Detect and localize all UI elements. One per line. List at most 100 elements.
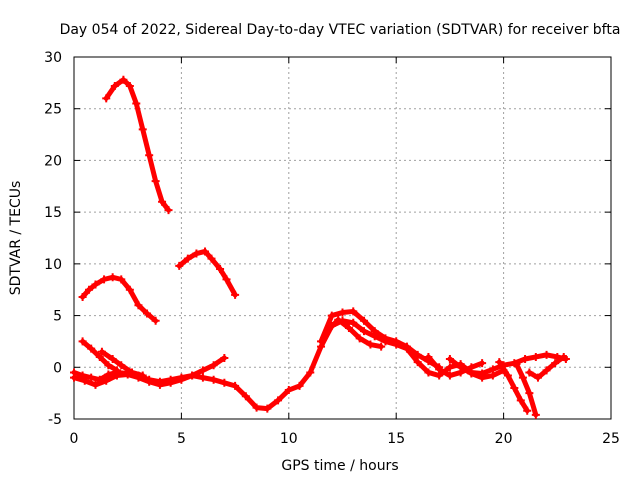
data-point — [201, 247, 210, 256]
data-point — [231, 381, 240, 390]
y-axis-label: SDTVAR / TECUs — [8, 181, 24, 296]
x-tick-label: 10 — [280, 431, 298, 447]
data-point — [145, 377, 154, 386]
y-tick-label: 5 — [53, 309, 62, 325]
y-tick-label: 15 — [44, 205, 62, 221]
data-point — [166, 378, 175, 387]
x-tick-label: 0 — [70, 431, 79, 447]
data-point — [110, 81, 119, 90]
series-line — [80, 274, 159, 324]
x-tick-label: 25 — [602, 431, 620, 447]
data-point — [220, 353, 229, 362]
data-point — [478, 359, 487, 368]
data-point — [132, 99, 141, 108]
data-point — [175, 261, 184, 270]
data-point — [435, 365, 444, 374]
data-point — [355, 334, 364, 343]
data-point — [402, 342, 411, 351]
data-point — [424, 352, 433, 361]
data-point — [445, 355, 454, 364]
data-point — [209, 361, 218, 370]
data-point — [512, 360, 521, 369]
data-point — [151, 177, 160, 186]
data-point — [78, 292, 87, 301]
data-point — [424, 368, 433, 377]
data-point — [134, 301, 143, 310]
data-point — [222, 275, 231, 284]
data-point — [344, 323, 353, 332]
series-track-11 — [445, 355, 508, 382]
y-tick-label: 0 — [53, 360, 62, 376]
x-tick-label: 20 — [495, 431, 513, 447]
series-track-3 — [175, 247, 240, 299]
data-point — [377, 342, 386, 351]
data-point — [91, 280, 100, 289]
y-tick-label: 20 — [44, 153, 62, 169]
data-point — [104, 361, 113, 370]
x-axis-label: GPS time / hours — [281, 458, 398, 474]
x-tick-label: 5 — [177, 431, 186, 447]
data-point — [95, 352, 104, 361]
chart-title: Day 054 of 2022, Sidereal Day-to-day VTE… — [60, 22, 621, 38]
data-point — [192, 249, 201, 258]
data-point — [125, 81, 134, 90]
x-tick-labels: 0 5 10 15 20 25 — [70, 431, 620, 447]
data-point — [284, 386, 293, 395]
data-point — [177, 375, 186, 384]
series-track-5 — [70, 353, 229, 389]
data-point — [85, 285, 94, 294]
data-point — [295, 381, 304, 390]
data-point — [112, 366, 121, 375]
series-track-12 — [495, 358, 532, 415]
data-point — [78, 337, 87, 346]
data-point — [510, 383, 519, 392]
data-point — [445, 363, 454, 372]
data-point — [220, 378, 229, 387]
data-point — [366, 340, 375, 349]
y-tick-label: 25 — [44, 102, 62, 118]
data-point — [334, 315, 343, 324]
data-point — [467, 369, 476, 378]
series-track-1 — [102, 75, 173, 215]
data-point — [323, 327, 332, 336]
data-point — [198, 373, 207, 382]
series-track-6 — [78, 337, 121, 375]
series-track-9 — [323, 315, 386, 351]
data-point — [542, 366, 551, 375]
data-point — [531, 352, 540, 361]
data-point — [127, 368, 136, 377]
series-track-14 — [525, 352, 568, 382]
series-line — [513, 361, 539, 418]
data-point — [145, 151, 154, 160]
data-point — [164, 206, 173, 215]
data-point — [349, 307, 358, 316]
data-point — [216, 265, 225, 274]
data-point — [542, 350, 551, 359]
data-point — [138, 125, 147, 134]
data-point — [117, 361, 126, 370]
data-point — [100, 275, 109, 284]
axis-ticks — [73, 56, 612, 420]
data-point — [97, 347, 106, 356]
y-tick-label: 10 — [44, 257, 62, 273]
data-point — [370, 327, 379, 336]
series-line — [103, 77, 172, 213]
data-point — [102, 94, 111, 103]
data-point — [231, 290, 240, 299]
data-point — [274, 396, 283, 405]
data-point — [91, 380, 100, 389]
data-point — [359, 316, 368, 325]
y-tick-labels: -5 0 5 10 15 20 25 30 — [44, 50, 62, 428]
data-point — [125, 285, 134, 294]
data-point — [138, 371, 147, 380]
data-point — [117, 275, 126, 284]
data-point — [151, 316, 160, 325]
data-point — [209, 375, 218, 384]
data-point — [207, 254, 216, 263]
data-point — [525, 368, 534, 377]
data-point — [80, 376, 89, 385]
data-point — [413, 358, 422, 367]
data-point — [359, 327, 368, 336]
